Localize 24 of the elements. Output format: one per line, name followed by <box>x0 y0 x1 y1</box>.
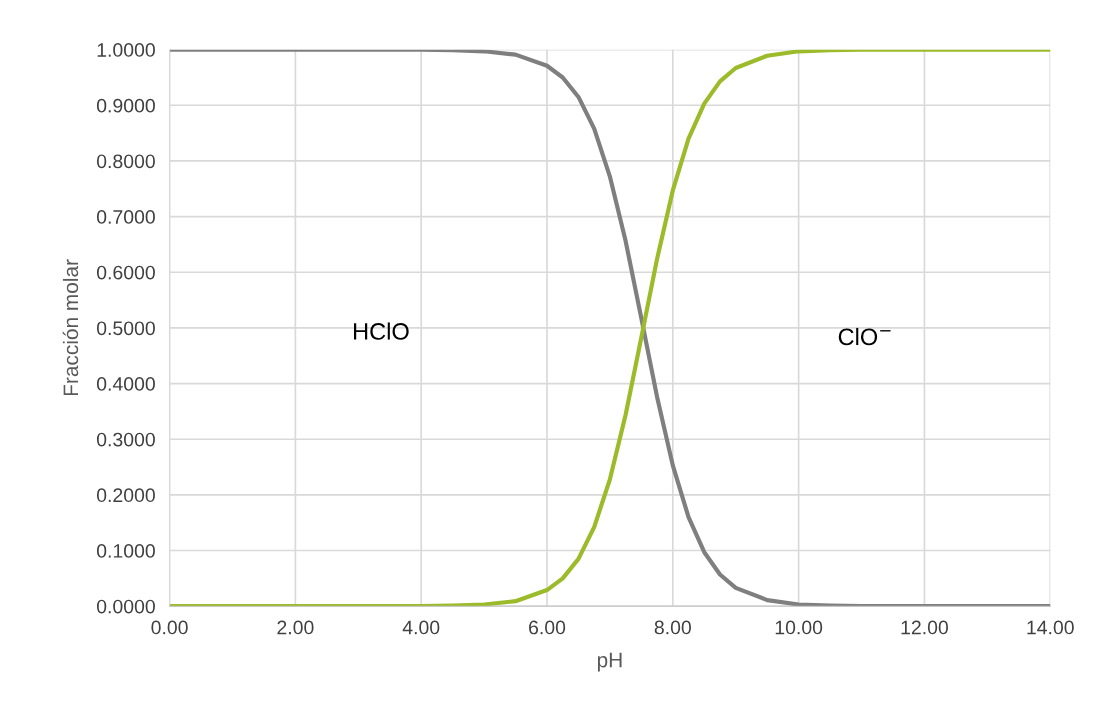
x-tick-label: 6.00 <box>529 620 566 635</box>
y-tick-label: 0.3000 <box>96 432 155 447</box>
y-tick-label: 0.9000 <box>96 98 155 113</box>
y-tick-label: 0.8000 <box>96 154 155 169</box>
x-tick-label: 0.00 <box>151 620 188 635</box>
line-series <box>169 49 1051 607</box>
y-tick-label: 0.7000 <box>96 210 155 224</box>
y-tick-label: 0.1000 <box>96 544 155 558</box>
x-tick-label: 2.00 <box>277 620 314 635</box>
y-tick-label: 0.4000 <box>96 377 155 391</box>
y-tick-label: 0.6000 <box>96 265 155 280</box>
y-tick-label: 1.0000 <box>97 43 155 57</box>
y-tick-label: 0.5000 <box>96 321 155 336</box>
annotation: ClO$^{−}$ <box>838 327 891 346</box>
y-tick-label: 0.2000 <box>96 488 155 503</box>
x-tick-label: 4.00 <box>402 620 440 635</box>
x-axis-title: pH <box>597 652 622 672</box>
x-tick-label: 10.00 <box>775 620 823 635</box>
x-tick-label: 8.00 <box>654 620 691 635</box>
y-tick-label: 0.0000 <box>96 599 155 614</box>
x-tick-label: 12.00 <box>901 620 948 635</box>
x-tick-label: 14.00 <box>1027 620 1074 635</box>
annotation: HClO <box>354 322 409 340</box>
y-axis-title: Fracción molar <box>62 259 79 396</box>
